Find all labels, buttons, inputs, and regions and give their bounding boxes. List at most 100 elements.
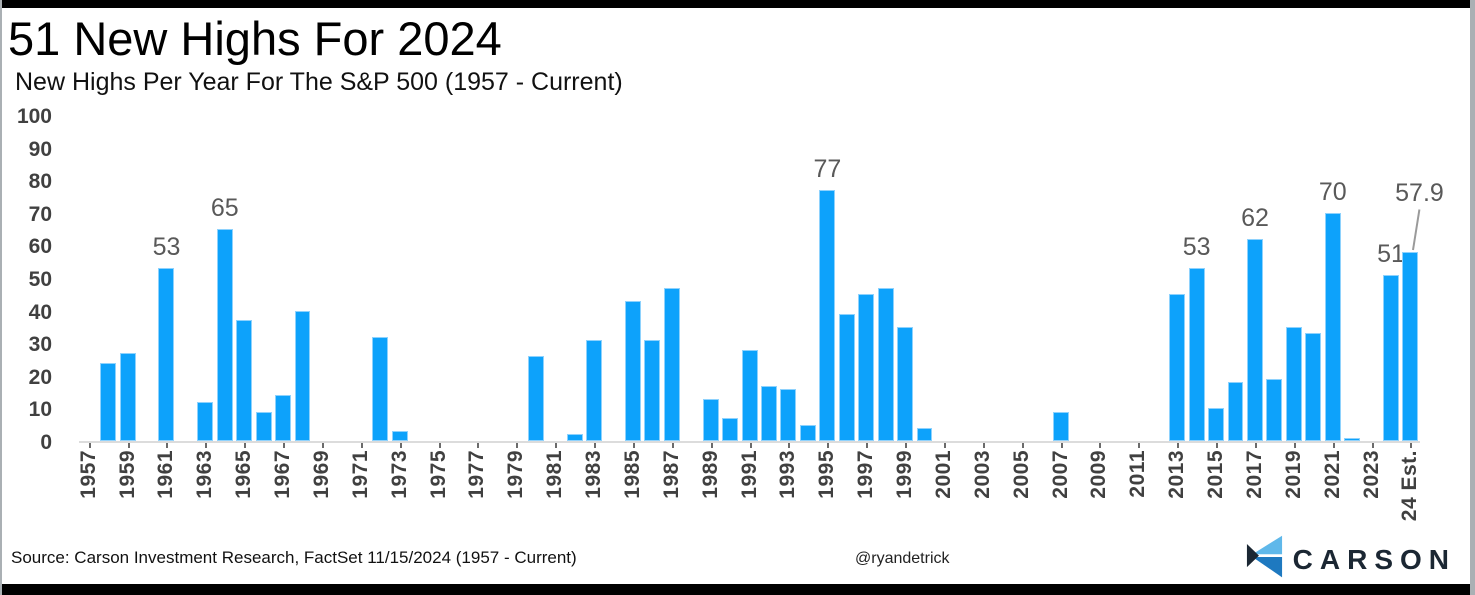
x-tick-1983 xyxy=(594,443,597,448)
x-tick-2007 xyxy=(1060,443,1063,448)
data-label-1995: 77 xyxy=(813,154,842,183)
bar-slot-2004 xyxy=(993,117,1012,441)
bar-slot-1971: 1971 xyxy=(349,117,372,499)
bar-slot-1964: 65 xyxy=(211,117,239,441)
x-tick-label-2023: 2023 xyxy=(1359,450,1383,499)
bar-slot-1982 xyxy=(565,117,584,441)
x-tick-label-2007: 2007 xyxy=(1048,450,1072,499)
x-tick-label-2015: 2015 xyxy=(1204,450,1228,499)
bar-slot-1960 xyxy=(137,117,156,441)
x-tick-label-2013: 2013 xyxy=(1165,450,1189,499)
bar-1980 xyxy=(527,356,544,441)
chart-title: 51 New Highs For 2024 xyxy=(8,12,502,65)
x-tick-1987 xyxy=(671,443,674,448)
bar-slot-2022 xyxy=(1342,117,1361,441)
bar-1968 xyxy=(294,310,311,441)
bar-slot-1998 xyxy=(876,117,895,441)
bar-slot-1994 xyxy=(798,117,817,441)
x-tick-label-24-Est.: 24 Est. xyxy=(1398,450,1422,522)
bar-slot-1993: 1993 xyxy=(776,117,799,499)
data-label-1961: 53 xyxy=(152,233,181,262)
bar-2022 xyxy=(1344,437,1361,441)
bar-slot-2007: 2007 xyxy=(1049,117,1072,499)
bar-slot-1992 xyxy=(759,117,778,441)
bar-1964 xyxy=(216,229,233,441)
bar-slot-1986 xyxy=(643,117,662,441)
bar-1963 xyxy=(197,401,214,441)
y-tick-label-10: 10 xyxy=(28,398,52,422)
y-tick-label-50: 50 xyxy=(28,268,52,291)
bar-slot-1983: 1983 xyxy=(582,117,605,499)
carson-wordmark: CARSON xyxy=(1292,543,1456,575)
bar-slot-2003: 2003 xyxy=(971,117,994,499)
y-tick-label-40: 40 xyxy=(28,300,52,324)
x-tick-2019 xyxy=(1293,443,1296,448)
bar-slot-1976 xyxy=(448,117,467,441)
bar-slot-2009: 2009 xyxy=(1087,117,1110,499)
chart-subtitle: New Highs Per Year For The S&P 500 (1957… xyxy=(15,68,623,96)
x-tick-label-1975: 1975 xyxy=(426,450,450,499)
bar-slot-2012 xyxy=(1148,117,1167,441)
x-tick-1989 xyxy=(710,443,713,448)
x-tick-1959 xyxy=(127,443,130,448)
bar-2021 xyxy=(1324,212,1341,441)
bar-slot-1999: 1999 xyxy=(893,117,916,499)
x-tick-1981 xyxy=(555,443,558,448)
x-tick-1969 xyxy=(321,443,324,448)
x-tick-label-1963: 1963 xyxy=(193,450,217,499)
bar-slot-2005: 2005 xyxy=(1010,117,1033,499)
data-label-2014: 53 xyxy=(1182,233,1211,262)
x-tick-2021 xyxy=(1332,443,1335,448)
x-tick-label-2021: 2021 xyxy=(1320,450,1344,499)
bar-2016 xyxy=(1227,382,1244,441)
bar-slot-1973: 1973 xyxy=(388,117,411,499)
x-tick-label-1999: 1999 xyxy=(893,450,917,499)
bar-2014 xyxy=(1188,268,1205,441)
data-label-2024: 51 xyxy=(1377,239,1405,268)
bar-slot-1981: 1981 xyxy=(543,117,566,499)
x-tick-1961 xyxy=(166,443,169,448)
bar-1982 xyxy=(566,434,583,441)
x-tick-1997 xyxy=(866,443,869,448)
x-tick-label-1965: 1965 xyxy=(232,450,256,499)
x-tick-label-2019: 2019 xyxy=(1281,450,1305,499)
bar-1965 xyxy=(236,320,253,441)
bar-2018 xyxy=(1266,379,1283,441)
bar-1986 xyxy=(644,339,661,441)
x-tick-2017 xyxy=(1254,443,1257,448)
bar-1998 xyxy=(877,287,894,441)
bar-slot-1966 xyxy=(254,117,273,441)
bar-slot-1961: 53 1961 xyxy=(153,117,181,498)
y-tick-label-80: 80 xyxy=(28,170,52,194)
bar-1959 xyxy=(119,352,136,441)
bar-slot-2019: 2019 xyxy=(1282,117,1305,499)
bar-slot-2002 xyxy=(954,117,973,441)
bar-slot-1970 xyxy=(332,117,351,441)
bar-1989 xyxy=(702,398,719,441)
x-tick-label-1973: 1973 xyxy=(387,450,411,499)
bar-slot-2018 xyxy=(1265,117,1284,441)
bar-slot-1984 xyxy=(604,117,623,441)
bar-slot-1990 xyxy=(720,117,739,441)
bar-slot-1978 xyxy=(487,117,506,441)
plot-area: 1957 1959 53 1961 1963 65 1965 1967 1969 1971 1973… xyxy=(77,117,1444,521)
x-tick-label-2001: 2001 xyxy=(931,450,955,499)
bar-2013 xyxy=(1169,294,1186,441)
bar-slot-1987: 1987 xyxy=(660,117,683,499)
y-tick-label-90: 90 xyxy=(28,137,52,161)
bar-slot-2021: 70 2021 xyxy=(1319,117,1347,499)
data-label-2017: 62 xyxy=(1241,203,1269,232)
bar-1966 xyxy=(255,411,272,441)
x-tick-1971 xyxy=(360,443,363,448)
bar-1996 xyxy=(838,313,855,441)
bar-slot-1972 xyxy=(371,117,390,441)
x-tick-label-1961: 1961 xyxy=(154,450,178,499)
bar-1987 xyxy=(663,287,680,441)
x-tick-1995 xyxy=(827,443,830,448)
x-tick-1979 xyxy=(516,443,519,448)
bar-1958 xyxy=(100,362,117,441)
x-tick-1973 xyxy=(399,443,402,448)
bar-slot-2016 xyxy=(1226,117,1245,441)
bottom-black-strip xyxy=(2,584,1470,595)
